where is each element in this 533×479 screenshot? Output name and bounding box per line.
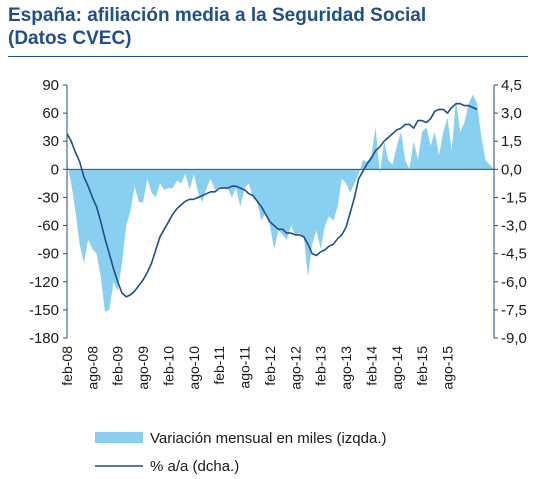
- x-tick-label: feb-10: [161, 346, 177, 386]
- left-tick-label: -90: [37, 246, 59, 263]
- left-tick-label: -30: [37, 189, 59, 206]
- left-tick-label: -150: [29, 302, 59, 319]
- x-tick-label: feb-15: [414, 346, 430, 386]
- chart-title-line2: (Datos CVEC): [8, 28, 132, 49]
- right-tick-label: 1,5: [501, 133, 522, 150]
- x-tick-label: ago-13: [338, 346, 354, 390]
- x-tick-label: feb-08: [59, 346, 75, 386]
- x-tick-label: feb-09: [110, 346, 126, 386]
- left-axis-ticks: 90 60 30 0 -30 -60 -90 -120 -150 -180: [29, 77, 67, 347]
- line-series-yoy-pct: [66, 102, 478, 298]
- x-tick-label: feb-14: [363, 346, 379, 386]
- x-tick-label: ago-09: [135, 346, 151, 390]
- left-tick-label: -60: [37, 218, 59, 235]
- right-tick-label: 3,0: [501, 105, 522, 122]
- x-tick-label: ago-12: [287, 346, 303, 390]
- left-tick-label: -180: [29, 330, 59, 347]
- right-tick-label: -4,5: [501, 246, 527, 263]
- x-tick-label: feb-12: [262, 346, 278, 386]
- x-tick-label: feb-13: [313, 346, 329, 386]
- left-tick-label: 30: [42, 133, 59, 150]
- legend: Variación mensual en miles (izqda.) % a/…: [95, 430, 387, 475]
- area-series-layer: [67, 94, 494, 312]
- right-tick-label: -1,5: [501, 189, 527, 206]
- right-tick-label: -3,0: [501, 218, 527, 235]
- right-tick-label: -7,5: [501, 302, 527, 319]
- axes-layer: [66, 85, 495, 338]
- left-tick-label: 60: [42, 105, 59, 122]
- left-tick-label: 90: [42, 77, 59, 94]
- right-tick-label: 4,5: [501, 77, 522, 94]
- left-tick-label: -120: [29, 274, 59, 291]
- x-tick-label: ago-11: [237, 346, 253, 389]
- x-tick-label: feb-11: [211, 346, 227, 385]
- chart-title: España: afiliación media a la Seguridad …: [8, 4, 528, 50]
- title-divider: [8, 56, 528, 57]
- x-tick-label: ago-14: [389, 346, 405, 390]
- right-tick-label: -9,0: [501, 330, 527, 347]
- right-tick-label: -6,0: [501, 274, 527, 291]
- x-tick-label: ago-10: [186, 346, 202, 390]
- x-axis-ticks: feb-08 ago-08 feb-09 ago-09 feb-10 ago-10 feb-…: [59, 346, 456, 390]
- x-tick-label: ago-08: [84, 346, 100, 390]
- chart-title-line1: España: afiliación media a la Seguridad …: [8, 5, 427, 26]
- right-axis-ticks: 4,5 3,0 1,5 0,0 -1,5 -3,0 -4,5 -6,0 -7,5 -9,0: [494, 77, 527, 347]
- legend-area-swatch: [95, 432, 143, 443]
- x-tick-label: ago-15: [440, 346, 456, 390]
- line-series-layer: [66, 102, 478, 298]
- legend-line-label: % a/a (dcha.): [150, 458, 239, 475]
- left-tick-label: 0: [51, 161, 59, 178]
- area-series-monthly-change: [67, 94, 494, 312]
- legend-area-label: Variación mensual en miles (izqda.): [150, 430, 387, 447]
- right-tick-label: 0,0: [501, 161, 522, 178]
